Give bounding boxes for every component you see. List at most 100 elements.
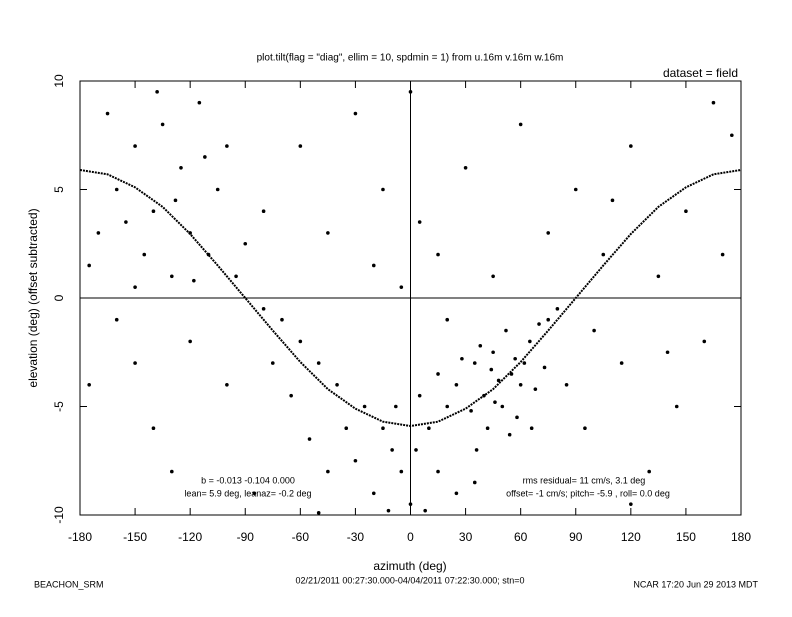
point [225,144,229,148]
point [665,350,670,355]
point [601,252,606,257]
point [234,274,238,279]
chart-title: plot.tilt(flag = "diag", ellim = 10, spd… [257,53,564,64]
point [142,252,147,257]
point [160,122,165,127]
point [170,469,174,474]
point [656,274,661,279]
point [399,285,404,289]
point [179,166,183,170]
point [335,383,339,387]
point [445,404,450,409]
point [133,144,137,148]
point [270,361,275,365]
point [469,409,473,413]
x-tick-label: -30 [347,530,365,544]
point [326,469,330,474]
point [243,241,248,246]
point [151,426,156,431]
point [408,90,413,94]
point [454,491,459,496]
annotation: lean= 5.9 deg, leanaz= -0.2 deg [184,488,311,498]
point [445,317,450,322]
point [592,328,596,333]
point [114,317,119,322]
point [414,448,418,452]
point [124,220,128,224]
y-tick-label: -5 [52,401,66,412]
point [353,458,358,463]
point [394,404,398,409]
point [280,317,284,322]
point [289,393,293,398]
point [225,383,229,387]
y-tick-label: 0 [52,294,66,301]
point [87,263,91,268]
point [408,502,413,506]
point [133,361,137,365]
point [647,469,651,474]
point [381,187,385,192]
point [711,100,716,105]
point [460,356,464,361]
annotation: b = -0.013 -0.104 0.000 [201,475,295,485]
point [96,231,101,235]
point [381,426,385,431]
point [386,508,391,513]
point [197,100,202,105]
point [105,111,110,116]
footer-right: NCAR 17:20 Jun 29 2013 MDT [633,579,758,589]
point [298,144,303,148]
point [427,426,431,431]
point [515,415,519,420]
point [491,274,495,279]
point [417,220,422,224]
x-tick-label: 180 [731,530,751,544]
point [188,339,192,344]
y-tick-label: 10 [52,74,66,88]
point [423,508,427,513]
point [114,187,119,192]
point [298,339,303,344]
point [371,263,376,268]
point [353,111,358,116]
point [542,365,547,370]
point [485,426,490,431]
point [344,426,349,431]
point [399,469,404,474]
point [417,393,422,398]
x-tick-label: 120 [621,530,641,544]
x-tick-label: 30 [459,530,473,544]
point [261,307,266,311]
point [610,198,615,203]
point [215,187,220,192]
point [518,122,523,127]
point [173,198,178,203]
point [493,400,497,404]
footer-center: 02/21/2011 00:27:30.000-04/04/2011 07:22… [295,575,524,585]
point [155,90,159,94]
point [474,448,479,452]
point [537,322,541,326]
x-tick-label: 60 [514,530,528,544]
point [390,448,394,452]
point [500,404,505,409]
x-tick-label: 90 [569,530,583,544]
point [529,426,534,431]
point [555,307,560,311]
x-tick-label: -150 [123,530,147,544]
point [702,339,707,344]
point [546,231,551,235]
point [307,437,312,441]
point [513,356,517,361]
point [564,383,569,387]
point [583,426,587,431]
point [730,133,734,138]
point [546,317,551,322]
point [684,209,688,213]
point [454,383,459,387]
x-tick-label: -90 [237,530,255,544]
point [192,278,196,283]
point [371,491,376,496]
